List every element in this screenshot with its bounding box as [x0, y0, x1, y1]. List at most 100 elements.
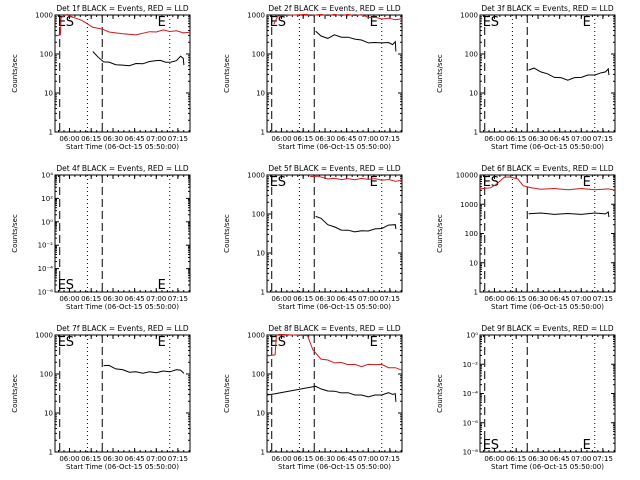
panel-4-frame [54, 174, 191, 293]
panel-9-ytick-label: 10⁻² [463, 361, 479, 369]
panel-1-marker-s: S [66, 15, 74, 30]
panel-2-marker-s: S [278, 15, 286, 30]
panel-7-xtick-label: 06:15 [81, 455, 101, 463]
panel-7-xtick-label: 06:00 [59, 455, 79, 463]
panel-2-xtick-label: 06:00 [271, 135, 291, 143]
panel-4-marker-e: E [58, 278, 66, 293]
panel-2-ytick-label: 1000 [247, 12, 265, 20]
panel-6-marker-s: S [491, 175, 499, 190]
panel-7-frame [54, 334, 191, 453]
panel-8-ytick-label: 1000 [247, 332, 265, 340]
panel-6-xtick-label: 06:45 [550, 295, 570, 303]
panel-7-xtick-label: 06:45 [125, 455, 145, 463]
panel-5-ytick-label: 1 [261, 289, 265, 297]
panel-1-xtick-label: 06:30 [103, 135, 123, 143]
panel-3-series-black [528, 67, 610, 81]
panel-5-title: Det 5f BLACK = Events, RED = LLD [268, 164, 401, 173]
panel-9-ylabel: Counts/sec [436, 374, 444, 413]
panel-5-series-black [315, 215, 397, 233]
panel-2-ylabel: Counts/sec [223, 54, 231, 93]
panel-5-ytick-label: 1000 [247, 172, 265, 180]
panel-7-ytick-label: 1000 [35, 332, 53, 340]
panel-6-series-red [479, 176, 616, 191]
panel-1-series-black [92, 51, 185, 67]
panel-3-xlabel: Start Time (06-Oct-15 05:50:00) [491, 143, 604, 151]
panel-4-ytick-label: 10⁻⁴ [38, 265, 54, 273]
panel-2-xtick-label: 06:15 [293, 135, 313, 143]
panel-5-xtick-label: 07:00 [358, 295, 378, 303]
panel-2-xtick-label: 07:00 [358, 135, 378, 143]
panel-4-marker-s: S [66, 278, 74, 293]
panel-7-series-black [103, 364, 185, 374]
panel-6-ytick-label: 1 [474, 289, 478, 297]
panel-4-xtick-label: 07:15 [168, 295, 188, 303]
panel-5-xlabel: Start Time (06-Oct-15 05:50:00) [278, 303, 391, 311]
panel-3-ylabel: Counts/sec [436, 54, 444, 93]
panel-1-marker-e: E [58, 15, 66, 30]
panel-6-xtick-label: 06:30 [528, 295, 548, 303]
panel-3-xtick-label: 06:15 [506, 135, 526, 143]
panel-4-title: Det 4f BLACK = Events, RED = LLD [56, 164, 189, 173]
panel-6-ylabel: Counts/sec [436, 214, 444, 253]
panel-9-xtick-label: 06:00 [484, 455, 504, 463]
panel-3-xtick-label: 06:00 [484, 135, 504, 143]
panel-8-xlabel: Start Time (06-Oct-15 05:50:00) [278, 463, 391, 471]
panel-5-marker-s: S [278, 175, 286, 190]
panel-9-frame [479, 334, 616, 453]
panel-9-xlabel: Start Time (06-Oct-15 05:50:00) [491, 463, 604, 471]
panel-8-series-red [266, 333, 403, 371]
panel-1-ylabel: Counts/sec [11, 54, 19, 93]
panel-4-xtick-label: 06:15 [81, 295, 101, 303]
panel-8-frame [266, 334, 403, 453]
panel-9-ytick-label: 10⁻⁶ [463, 419, 479, 427]
panel-1-xtick-label: 06:15 [81, 135, 101, 143]
panel-5-ytick-label: 100 [252, 211, 265, 219]
panel-2-marker-e: E [370, 15, 378, 30]
panel-3-frame [479, 14, 616, 133]
panel-8-xtick-label: 06:15 [293, 455, 313, 463]
panel-9-title: Det 9f BLACK = Events, RED = LLD [481, 324, 614, 333]
panel-7-title: Det 7f BLACK = Events, RED = LLD [56, 324, 189, 333]
panel-5-xtick-label: 06:45 [337, 295, 357, 303]
panel-9-xtick-label: 06:30 [528, 455, 548, 463]
panel-7-xtick-label: 07:15 [168, 455, 188, 463]
panel-4-ytick-label: 10⁰ [41, 218, 53, 226]
panel-6-ytick-label: 10000 [456, 172, 478, 180]
panel-8-xtick-label: 06:45 [337, 455, 357, 463]
panel-2-marker-e: E [270, 15, 278, 30]
panel-3-ytick-label: 100 [465, 51, 478, 59]
panel-9-marker-s: S [491, 438, 499, 453]
panel-3-marker-e: E [583, 15, 591, 30]
panel-5-xtick-label: 06:15 [293, 295, 313, 303]
panel-8-ytick-label: 100 [252, 371, 265, 379]
panel-6-title: Det 6f BLACK = Events, RED = LLD [481, 164, 614, 173]
panel-8-marker-e: E [270, 335, 278, 350]
panel-5-marker-e: E [270, 175, 278, 190]
panel-9-xtick-label: 06:45 [550, 455, 570, 463]
panel-6-frame [479, 174, 616, 293]
panel-8-xtick-label: 06:00 [271, 455, 291, 463]
panel-6-xtick-label: 06:15 [506, 295, 526, 303]
panel-1-ytick-label: 1000 [35, 12, 53, 20]
panel-4-ytick-label: 10⁻² [38, 242, 54, 250]
panel-1-xtick-label: 07:00 [146, 135, 166, 143]
panel-7-xtick-label: 06:30 [103, 455, 123, 463]
panel-6-xlabel: Start Time (06-Oct-15 05:50:00) [491, 303, 604, 311]
panel-3-marker-e: E [483, 15, 491, 30]
panel-2-ytick-label: 1 [261, 129, 265, 137]
panel-6-series-black [528, 211, 610, 218]
panel-7-marker-s: S [66, 335, 74, 350]
panel-3-marker-s: S [491, 15, 499, 30]
panel-2-xtick-label: 07:15 [380, 135, 400, 143]
panel-1-ytick-label: 10 [44, 90, 53, 98]
panel-6-marker-e: E [483, 175, 491, 190]
panel-9-marker-e: E [483, 438, 491, 453]
panel-7-xlabel: Start Time (06-Oct-15 05:50:00) [66, 463, 179, 471]
panel-9-ytick-label: 10⁻⁴ [463, 390, 479, 398]
panel-5-xtick-label: 06:30 [315, 295, 335, 303]
panel-6-ytick-label: 1000 [460, 201, 478, 209]
panel-5-marker-e: E [370, 175, 378, 190]
panel-3-ytick-label: 1 [474, 129, 478, 137]
panel-7-ytick-label: 100 [40, 371, 53, 379]
